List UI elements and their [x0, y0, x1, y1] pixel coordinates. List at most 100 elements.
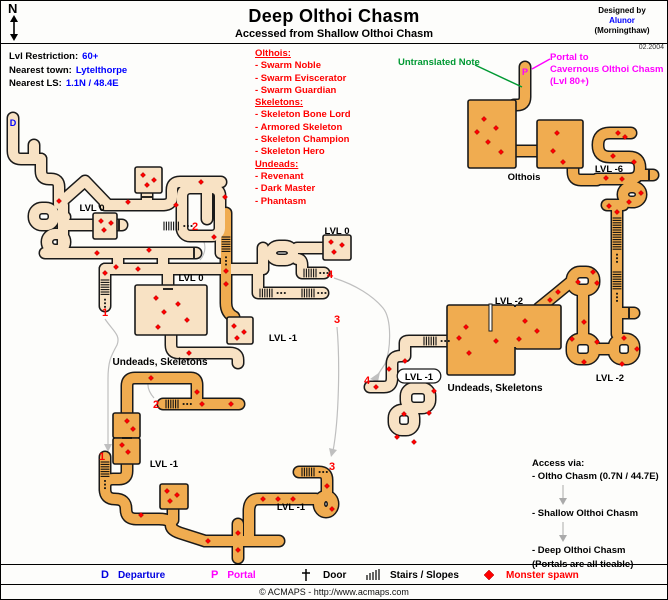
monster-spawn-dot: [290, 496, 296, 502]
monster-spawn-dot: [615, 130, 621, 136]
monster-spawn-dot: [205, 538, 211, 544]
info-label: Nearest LS:: [9, 78, 62, 89]
monster-spawn-dot: [167, 498, 173, 504]
monster-spawn-dot: [610, 153, 616, 159]
monster-spawn-dot: [411, 439, 417, 445]
legend-symbol: D: [101, 569, 109, 581]
monster-spawn-dot: [119, 442, 125, 448]
connection-number-marker: 1: [99, 451, 105, 463]
rect: [283, 292, 286, 294]
monster-item: - Skeleton Hero: [255, 146, 325, 158]
monster-spawn-dot: [151, 177, 157, 183]
access-step: - Deep Olthoi Chasm: [532, 545, 626, 556]
monster-spawn-dot: [173, 202, 179, 208]
rect: [225, 263, 227, 266]
corridor-loop: [389, 405, 419, 435]
compass-north-label: N: [8, 1, 18, 16]
monster-spawn-dot: [463, 324, 469, 330]
header-divider: [1, 43, 667, 44]
monster-spawn-dot: [619, 361, 625, 367]
monster-spawn-dot: [555, 289, 561, 295]
monster-group-heading: Undeads:: [255, 158, 299, 170]
polygon: [559, 498, 567, 505]
rect: [440, 340, 443, 342]
corridor: [509, 62, 530, 110]
map-label: LVL 0: [80, 203, 105, 214]
copyright-footer: © ACMAPS - http://www.acmaps.com: [259, 587, 409, 597]
access-heading: Access via:: [532, 458, 585, 469]
corridor: [54, 176, 112, 209]
monster-spawn-dot: [186, 350, 192, 356]
monster-spawn-dot: [386, 366, 392, 372]
designer-credit: Designed by Alunor (Morningthaw): [583, 6, 661, 36]
monster-spawn-dot: [175, 301, 181, 307]
legend-label: Door: [323, 569, 347, 581]
legend-label: Departure: [117, 569, 166, 581]
info-label: Nearest town:: [9, 64, 72, 76]
monster-spawn-dot: [575, 279, 581, 285]
connection-number-marker: 1: [102, 307, 108, 319]
monster-spawn-dot: [493, 338, 499, 344]
level-connector-arrow: [370, 372, 380, 382]
corridor: [568, 163, 602, 185]
rect: [616, 299, 618, 302]
monster-spawn-dot: [234, 335, 240, 341]
rect: [616, 257, 618, 260]
monster-spawn-dot: [153, 295, 159, 301]
rect: [318, 471, 321, 473]
corridor-loop: [401, 383, 435, 413]
info-row: Nearest town: Lytelthorpe: [9, 64, 127, 78]
monster-spawn-dot: [124, 418, 130, 424]
level-connector-line: [333, 277, 391, 377]
monster-spawn-dot: [102, 270, 108, 276]
monster-item: - Phantasm: [255, 195, 307, 207]
map-room: [226, 316, 254, 345]
corridor: [534, 276, 577, 313]
monster-spawn-dot: [164, 488, 170, 494]
rect: [104, 305, 106, 308]
monster-spawn-dot: [56, 198, 62, 204]
stairs-icon: [366, 569, 380, 580]
monster-spawn-dot: [522, 318, 528, 324]
monster-spawn-dot: [125, 449, 131, 455]
monster-spawn-dot: [331, 249, 337, 255]
monster-spawn-dot: [402, 358, 408, 364]
info-row: Lvl Restriction: 60+: [9, 50, 127, 64]
map-label: LVL -1: [269, 333, 298, 344]
monster-spawn-dot: [155, 324, 161, 330]
map-date: 02.2004: [638, 44, 664, 51]
annotation-pointer-line: [531, 58, 551, 70]
stairs-icon: [221, 236, 231, 266]
monster-spawn-dot: [108, 220, 114, 226]
map-label: Olthois: [508, 172, 541, 183]
monster-spawn-dot: [94, 250, 100, 256]
monster-spawn-dot: [485, 139, 491, 145]
rect: [190, 225, 193, 227]
corridor: [8, 113, 46, 164]
access-flow-arrow: [558, 485, 659, 505]
corridor: [365, 336, 426, 392]
monster-spawn-dot: [516, 336, 522, 342]
map-room: [159, 483, 189, 510]
monster-spawn-dot: [161, 309, 167, 315]
map-label: LVL 0: [179, 273, 204, 284]
monster-spawn-dot: [481, 116, 487, 122]
rect: [326, 272, 329, 274]
monster-spawn-dot: [146, 247, 152, 253]
monster-spawn-dot: [603, 175, 609, 181]
rect: [319, 272, 322, 274]
rect: [104, 302, 106, 305]
designer-world: (Morningthaw): [594, 26, 650, 35]
monster-spawn-dot: [581, 319, 587, 325]
monster-spawn-dot: [101, 227, 107, 233]
info-row: Nearest LS: 1.1N / 48.4E: [9, 77, 127, 91]
monster-list: Olthois: - Swarm Noble - Swarm Eviscerator…: [255, 48, 351, 208]
map-label: LVL -2: [495, 296, 523, 307]
corridor: [158, 177, 226, 210]
map-label: Undeads, Skeletons: [447, 383, 542, 394]
rect: [322, 272, 325, 274]
stairs-icon: [612, 217, 622, 263]
monster-spawn-dot: [339, 242, 345, 248]
monster-spawn-dot: [534, 328, 540, 334]
monster-item: - Swarm Noble: [255, 60, 321, 72]
